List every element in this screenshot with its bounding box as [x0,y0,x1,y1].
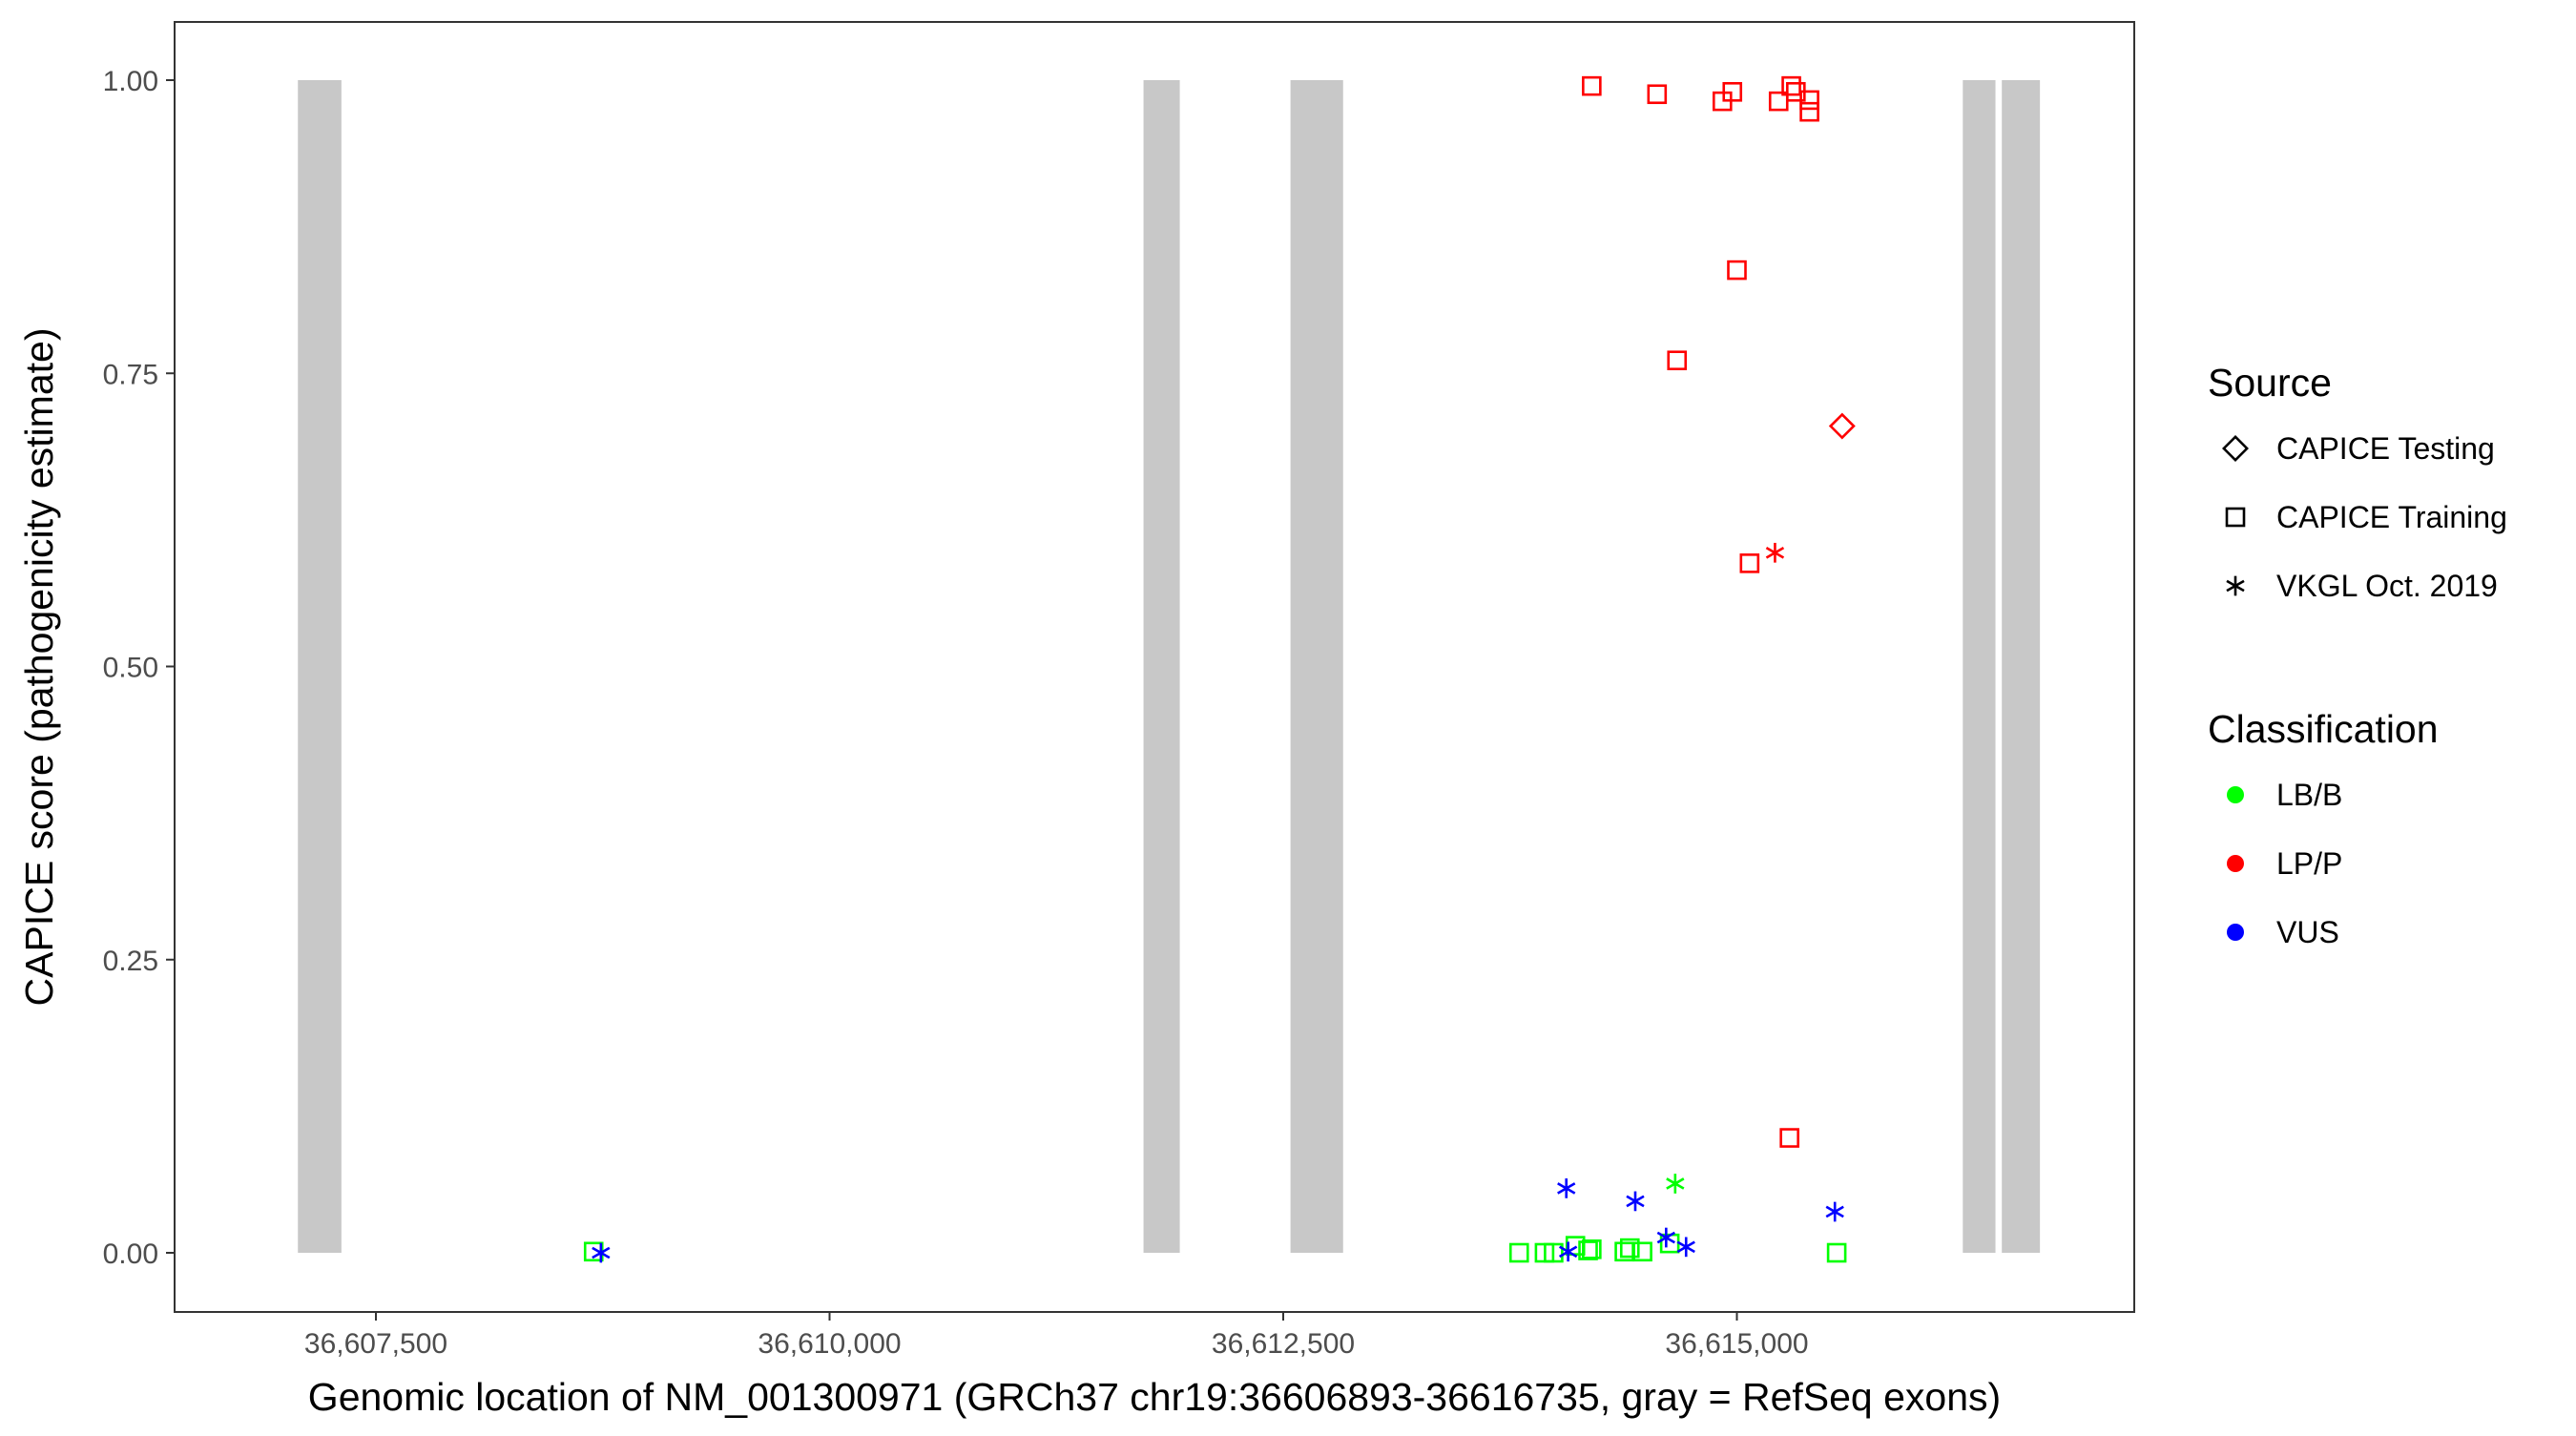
exon-bar [1143,80,1180,1253]
data-point-asterisk [592,1242,611,1263]
data-point-square [1781,75,1801,96]
x-tick-label: 36,612,500 [1212,1328,1355,1360]
data-point-square [1799,90,1819,111]
legend-classification-label: LP/P [2276,846,2342,881]
legend-source-entries: CAPICE Testing CAPICE Training VKGL Oct. 2… [2222,431,2507,603]
data-point-square [1582,1239,1602,1259]
data-point-asterisk [1825,1201,1844,1222]
legend-classification-label: LB/B [2276,778,2342,812]
legend-classification-label: VUS [2276,915,2339,949]
data-point-square [1619,1238,1640,1259]
data-point-square [1722,81,1743,102]
data-point-square [1739,553,1760,573]
point-layer [583,75,1856,1263]
data-point-asterisk [1656,1227,1675,1248]
legend-source-title: Source [2208,361,2332,405]
asterisk-stroke [1626,1195,1645,1208]
data-point-square [1582,75,1602,96]
data-point-square [1779,1128,1799,1148]
legend-source-label: VKGL Oct. 2019 [2276,569,2498,603]
data-point-asterisk [1676,1237,1695,1258]
data-point-square [1632,1241,1652,1262]
y-axis-title: CAPICE score (pathogenicity estimate) [17,328,61,1007]
asterisk-stroke [1676,1240,1695,1254]
x-tick-label: 36,607,500 [304,1328,447,1360]
asterisk-stroke [2226,579,2245,593]
data-point-square [1799,101,1819,122]
asterisk-stroke [592,1246,611,1259]
legend-key-square [2225,507,2246,528]
exon-layer [298,80,2041,1253]
exon-bar [2002,80,2041,1253]
asterisk-stroke [1765,546,1785,559]
x-tick-label: 36,615,000 [1665,1328,1808,1360]
legend: Source CAPICE Testing CAPICE Training VKGL… [2208,361,2507,949]
y-tick-label: 0.75 [103,359,158,390]
data-point-square [1727,260,1747,281]
y-tick-label: 0.25 [103,946,158,977]
data-point-square [1826,1242,1847,1263]
data-point-asterisk [1557,1178,1576,1198]
y-axis: 0.00 0.25 0.50 0.75 1.00 [103,66,175,1270]
data-point-square [1667,350,1688,371]
legend-key-color [2227,786,2244,803]
legend-key-diamond [2222,435,2249,462]
x-axis-title: Genomic location of NM_001300971 (GRCh37… [308,1375,2001,1419]
asterisk-stroke [1825,1205,1844,1218]
data-point-asterisk [1666,1174,1685,1194]
legend-key-asterisk [2226,575,2245,596]
asterisk-stroke [1666,1177,1685,1190]
legend-key-color [2227,924,2244,941]
exon-bar [1290,80,1343,1253]
exon-bar [298,80,342,1253]
exon-bar [1963,80,1996,1253]
legend-classification-title: Classification [2208,707,2439,751]
legend-source-label: CAPICE Training [2276,500,2507,534]
legend-classification-entries: LB/B LP/P VUS [2227,778,2342,949]
data-point-square [1647,84,1668,105]
data-point-square [1544,1242,1564,1263]
y-tick-label: 0.50 [103,653,158,684]
data-point-square [1508,1242,1529,1263]
data-point-asterisk [1626,1191,1645,1212]
x-axis: 36,607,500 36,610,000 36,612,500 36,615,000 [304,1312,1809,1360]
asterisk-stroke [1557,1182,1576,1195]
x-tick-label: 36,610,000 [758,1328,901,1360]
asterisk-stroke [1656,1231,1675,1244]
legend-key-color [2227,855,2244,872]
data-point-diamond [1828,412,1856,440]
y-tick-label: 0.00 [103,1238,158,1270]
data-point-asterisk [1765,542,1785,563]
y-tick-label: 1.00 [103,66,158,97]
legend-source-label: CAPICE Testing [2276,431,2495,466]
data-point-asterisk [1558,1241,1578,1262]
asterisk-stroke [1558,1245,1578,1259]
